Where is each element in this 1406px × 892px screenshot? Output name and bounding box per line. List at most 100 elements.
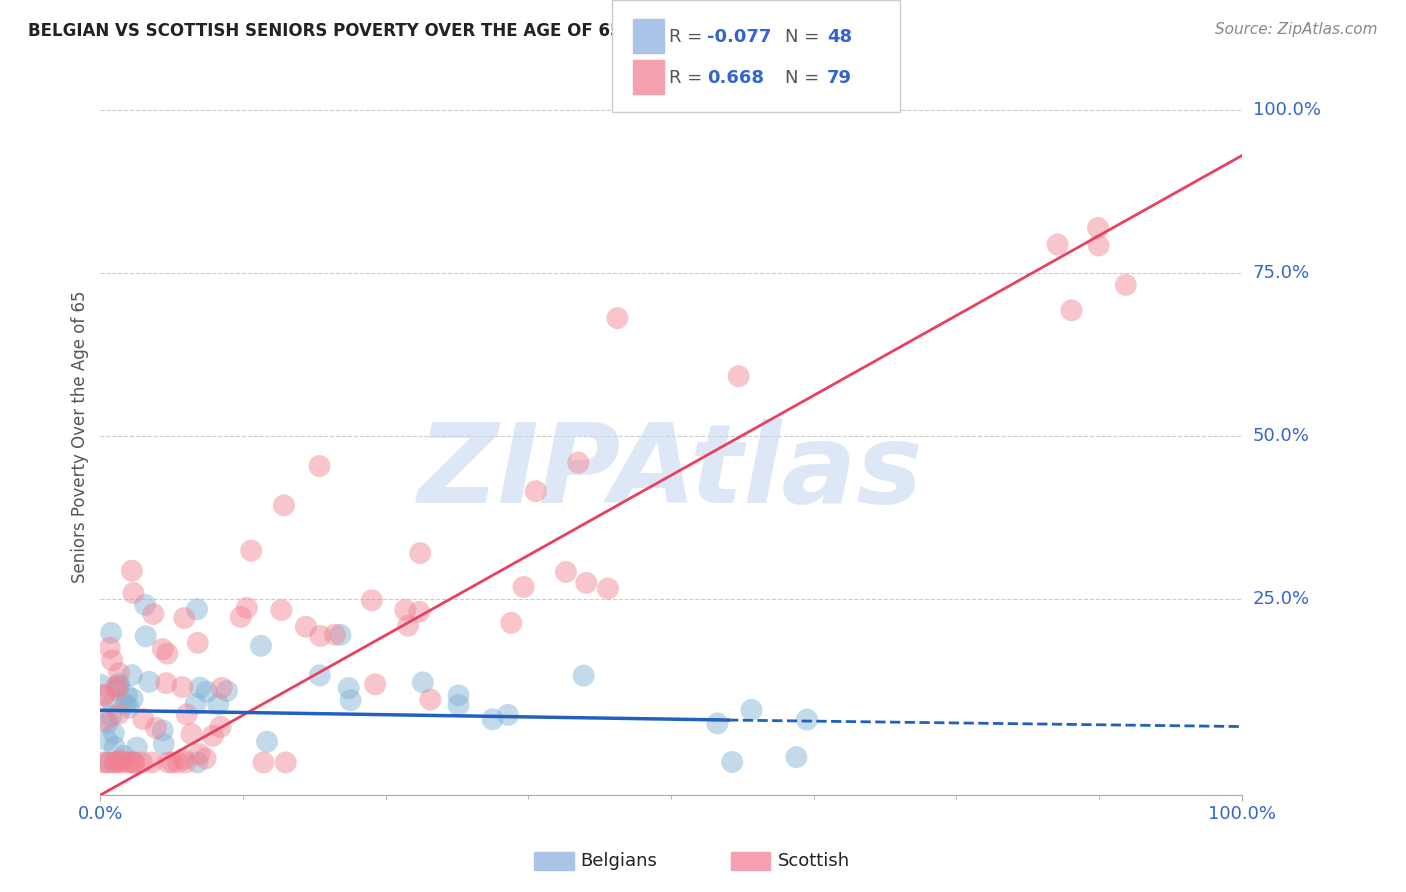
Point bbox=[364, 677, 387, 691]
Point bbox=[115, 688, 138, 702]
Point bbox=[195, 685, 218, 699]
Point bbox=[394, 603, 416, 617]
Text: Source: ZipAtlas.com: Source: ZipAtlas.com bbox=[1215, 22, 1378, 37]
Point bbox=[412, 675, 434, 690]
Point bbox=[329, 628, 352, 642]
Point bbox=[142, 607, 165, 621]
Point bbox=[155, 676, 177, 690]
Point bbox=[101, 653, 124, 667]
Point bbox=[152, 642, 174, 657]
Point bbox=[512, 580, 534, 594]
Point bbox=[90, 678, 112, 692]
Text: BELGIAN VS SCOTTISH SENIORS POVERTY OVER THE AGE OF 65 CORRELATION CHART: BELGIAN VS SCOTTISH SENIORS POVERTY OVER… bbox=[28, 22, 827, 40]
Point bbox=[360, 593, 382, 607]
Point bbox=[240, 543, 263, 558]
Point bbox=[121, 756, 143, 770]
Point bbox=[184, 697, 207, 711]
Point bbox=[122, 586, 145, 600]
Point bbox=[396, 618, 419, 632]
Point bbox=[121, 668, 143, 682]
Text: Belgians: Belgians bbox=[581, 852, 658, 870]
Point bbox=[103, 726, 125, 740]
Point bbox=[145, 721, 167, 735]
Point bbox=[596, 582, 619, 596]
Text: 48: 48 bbox=[827, 29, 852, 46]
Point bbox=[309, 629, 332, 643]
Point bbox=[250, 639, 273, 653]
Point bbox=[481, 712, 503, 726]
Point bbox=[108, 755, 131, 769]
Point bbox=[409, 546, 432, 560]
Point bbox=[209, 720, 232, 734]
Point bbox=[108, 666, 131, 681]
Point bbox=[554, 565, 576, 579]
Point bbox=[295, 620, 318, 634]
Point bbox=[104, 680, 127, 694]
Point bbox=[97, 715, 120, 730]
Point bbox=[100, 708, 122, 723]
Point bbox=[112, 748, 135, 763]
Point bbox=[173, 752, 195, 766]
Text: N =: N = bbox=[785, 70, 824, 87]
Point bbox=[118, 700, 141, 714]
Text: N =: N = bbox=[785, 29, 824, 46]
Point bbox=[273, 499, 295, 513]
Point bbox=[187, 636, 209, 650]
Point bbox=[339, 693, 361, 707]
Point bbox=[496, 707, 519, 722]
Y-axis label: Seniors Poverty Over the Age of 65: Seniors Poverty Over the Age of 65 bbox=[72, 290, 89, 582]
Point bbox=[162, 756, 184, 770]
Point bbox=[1087, 220, 1109, 235]
Point bbox=[447, 698, 470, 712]
Point bbox=[125, 740, 148, 755]
Text: ZIPAtlas: ZIPAtlas bbox=[418, 418, 924, 525]
Point bbox=[108, 679, 131, 693]
Point bbox=[186, 602, 208, 616]
Point bbox=[110, 753, 132, 767]
Point bbox=[785, 750, 807, 764]
Point bbox=[1060, 303, 1083, 318]
Point bbox=[121, 564, 143, 578]
Point bbox=[135, 629, 157, 643]
Point bbox=[103, 756, 125, 770]
Point bbox=[211, 681, 233, 695]
Point bbox=[172, 680, 194, 694]
Point bbox=[111, 756, 134, 770]
Point bbox=[131, 756, 153, 770]
Point bbox=[501, 615, 523, 630]
Point bbox=[740, 703, 762, 717]
Point bbox=[98, 640, 121, 655]
Point bbox=[134, 598, 156, 612]
Point bbox=[721, 755, 744, 769]
Point bbox=[122, 756, 145, 770]
Point bbox=[308, 668, 330, 682]
Text: 0.668: 0.668 bbox=[707, 70, 765, 87]
Point bbox=[141, 756, 163, 770]
Text: R =: R = bbox=[669, 29, 709, 46]
Point bbox=[157, 756, 180, 770]
Point bbox=[132, 712, 155, 726]
Point bbox=[167, 756, 190, 770]
Point bbox=[156, 647, 179, 661]
Text: 100.0%: 100.0% bbox=[1253, 101, 1320, 119]
Point bbox=[188, 747, 211, 761]
Point bbox=[236, 600, 259, 615]
Point bbox=[727, 369, 749, 384]
Point bbox=[96, 756, 118, 770]
Point bbox=[575, 575, 598, 590]
Point bbox=[96, 733, 118, 747]
Point bbox=[447, 689, 470, 703]
Point bbox=[152, 723, 174, 738]
Point bbox=[796, 713, 818, 727]
Point bbox=[97, 756, 120, 770]
Point bbox=[173, 611, 195, 625]
Point bbox=[176, 707, 198, 722]
Point bbox=[408, 605, 430, 619]
Point bbox=[567, 456, 589, 470]
Point bbox=[1115, 277, 1137, 292]
Point bbox=[186, 756, 208, 770]
Point bbox=[419, 692, 441, 706]
Point bbox=[337, 681, 360, 695]
Point bbox=[101, 696, 124, 710]
Point bbox=[524, 484, 547, 499]
